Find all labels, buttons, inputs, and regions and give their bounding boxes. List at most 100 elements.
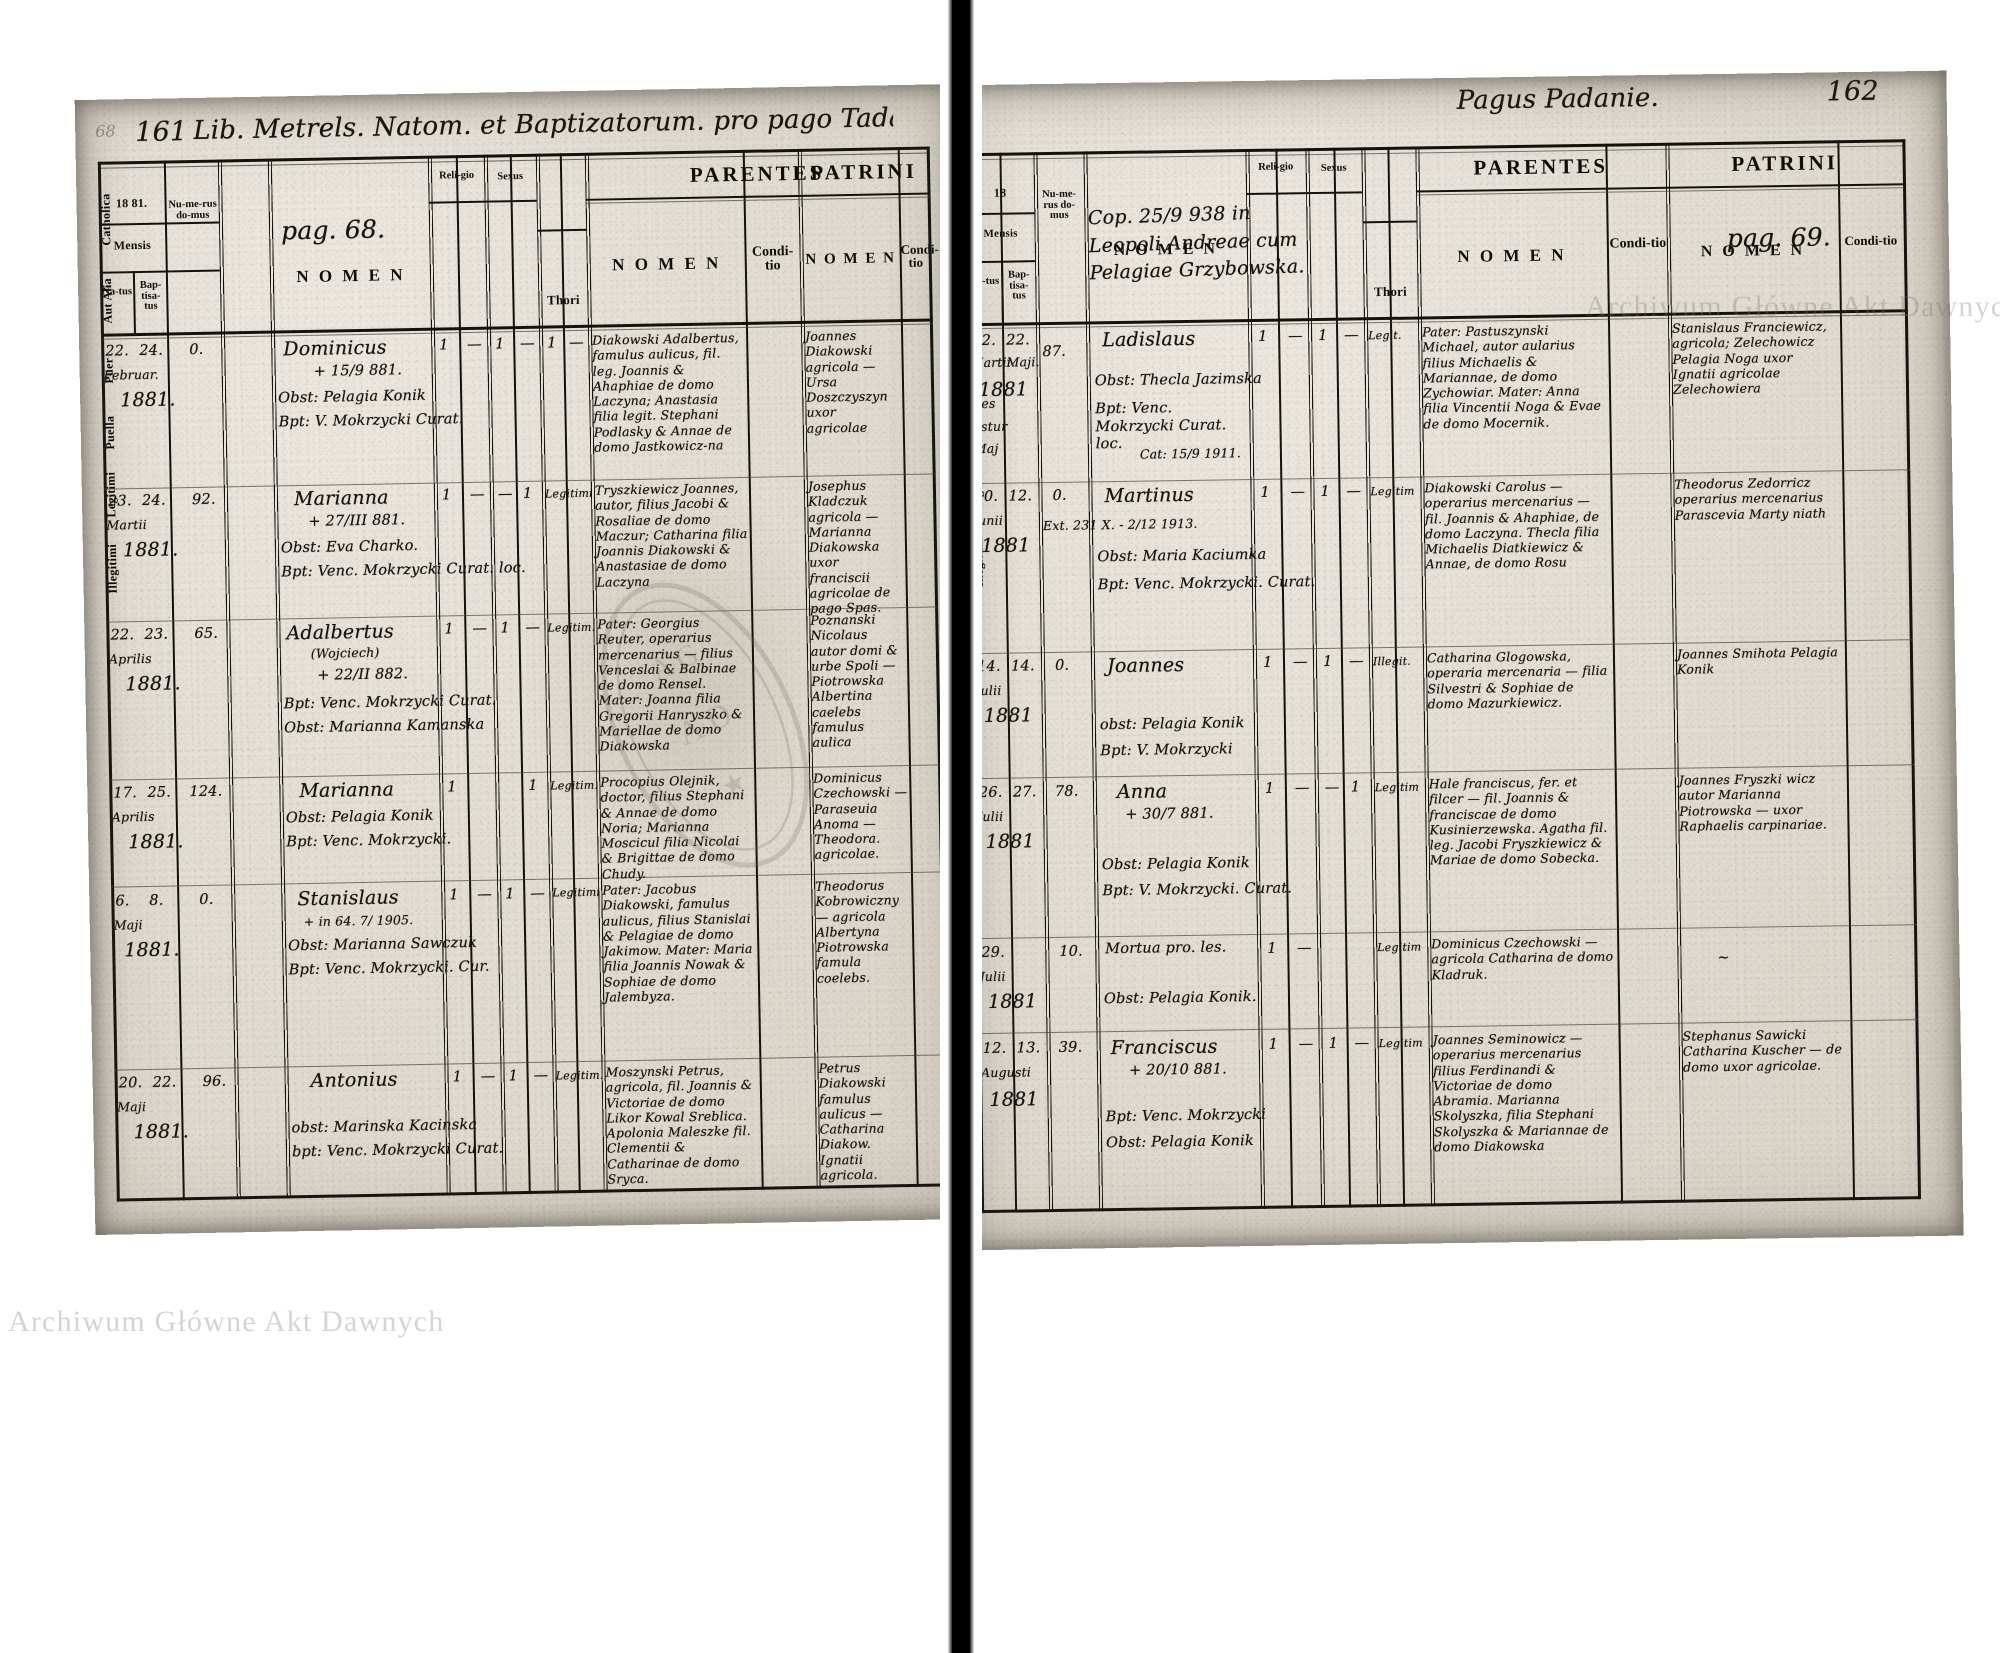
table-row: 29. [981,944,1006,962]
hdr-sexus: Sexus [497,170,524,183]
cell-legitimi: Legitim [1377,940,1422,955]
cell-parentes-nomen: Pater: Pastuszynski Michael, autor aular… [1422,322,1602,431]
cell-nomen: Marianna [293,486,389,511]
cell-patrini-nomen: Theodorus Zedorricz operarius mercenariu… [1674,474,1827,523]
cell-parentes-nomen: Joannes Seminowicz — operarius mercenari… [1432,1030,1609,1155]
cell-annus: 1881. [133,1120,190,1144]
table-row: 22. [110,627,135,644]
cell-note: Cat: 15/9 1911. [1139,445,1242,462]
cell-illegitimi: Illegit. [1372,654,1412,669]
cell-annus: 1881 [987,990,1038,1013]
hdr-parentes-conditio: Condi-tio [1609,235,1667,252]
cell-parentes-nomen: Dominicus Czechowski — agricola Catharin… [1431,933,1614,982]
cell-numerus: 10. [1059,943,1084,960]
hdr-parentes-nomen: N O M E N [612,253,722,275]
cell-baptisatus: 22. [152,1074,177,1091]
cell-aut-alia: — [472,620,488,637]
left-page-number: 161 [134,116,188,149]
cell-baptizans: bpt: Venc. Mokrzycki Curat. [291,1140,504,1161]
cell-aut-alia: — [1292,654,1308,671]
cell-parentes-nomen: Procopius Olejnik, doctor, filius Stepha… [600,772,745,882]
cell-patrini-nomen: Poznanski Nicolaus autor domi & urbe Spo… [810,611,898,750]
hdr-religio: Reli-gio [1258,161,1294,173]
col-sep-nomen [1083,151,1104,1212]
table-row: 22. [105,343,130,360]
cell-baptizans: Bpt: V. Mokrzycki. Curat. [1102,880,1293,900]
cell-puer: 1 [508,1068,519,1085]
cell-aut-alia: — [469,486,485,503]
cell-annus: 1881. [125,672,181,696]
cell-nomen-note: + 20/10 881. [1128,1061,1228,1079]
book-gutter-core [952,0,970,1653]
cell-baptizans: Bpt: Venc. Mokrzycki. Cur. [288,958,490,979]
hdr-patrini-conditio: Condi-tio [900,241,939,271]
cell-nomen-alt: (Wojciech) [310,644,380,661]
cell-annus: 1881. [124,938,180,962]
cell-numerus: 87. [1042,343,1067,361]
cell-nomen: Mortua pro. les. [1105,939,1227,958]
cell-annus: 1881 [983,704,1034,727]
left-page-heading: Lib. Metrels. Natom. et Baptizatorum. pr… [192,103,894,146]
cell-mensis-baptisatus: Maji. [1006,354,1040,370]
cell-nomen: Dominicus [283,336,387,361]
cell-baptizans: Bpt: Venc. Mokrzycki Curat. [283,692,497,713]
cell-legitimi: Legitim. [550,778,599,793]
cell-obstetrix: Obst: Pelagia Konik [1106,1133,1255,1152]
right-nomen-overwrite: Cop. 25/9 938 in Leopoli Andreae cum Pel… [1087,202,1305,285]
cell-patrini-nomen: Joannes Diakowski agricola — Ursa Doszcz… [804,327,888,436]
cell-numerus: 124. [189,783,223,801]
cell-mensis: Februar. [103,366,159,383]
cell-puer: — [1324,779,1340,796]
cell-annus: 1881. [128,830,184,854]
table-row: 23. [107,493,132,510]
hdr-patrini-nomen: N O M E N [805,250,897,268]
col-sep-puer [509,154,531,1195]
cell-baptizans: Bpt: Venc. Mokrzycki. [286,831,452,851]
cell-nomen-note: + 15/9 881. [313,362,403,380]
cell-nomen: Ladislaus [1102,327,1196,352]
col-sep-sexus [483,154,507,1195]
cell-puer: 1 [495,336,505,353]
cell-puella: — [525,619,541,636]
col-sep-religio [427,155,451,1196]
cell-legitimi: Legitim. [555,1068,604,1083]
cell-patrini-nomen: Joannes Smihota Pelagia Konik [1676,644,1839,677]
cell-nomen: Franciscus [1110,1035,1218,1060]
cell-illegitimi: — [569,334,585,352]
cell-obstetrix: Obst: Pelagia Konik [1101,855,1250,874]
cell-mensis: Julii [979,968,1006,985]
cell-parentes-nomen: Pater: Georgius Reuter, operarius mercen… [597,614,743,754]
cell-parentes-nomen: Tryszkiewicz Joannes, autor, filius Jaco… [594,480,748,590]
cell-mensis: Martii [106,516,148,533]
hdr-thori: Thori [546,291,580,308]
cell-legitimi: Legitim [1378,1036,1423,1051]
cell-catholica: 1 [1268,1036,1279,1053]
cell-parentes-nomen: Pater: Jacobus Diakowski, famulus aulicu… [602,880,753,1005]
cell-puella: — [1354,1035,1370,1052]
cell-numerus: 0. [189,341,204,359]
left-page-pencil-mark: 68 [95,121,116,141]
cell-nomen: Stanislaus [297,886,399,911]
cell-nomen-note: + 30/7 881. [1125,805,1214,823]
hdr-patrini: PATRINI [810,158,918,185]
hdr-religio: Reli-gio [439,169,475,182]
cell-baptisatus: 24. [139,342,164,360]
cell-catholica: 1 [1262,654,1273,671]
cell-legitimi: 1 [547,335,557,352]
table-row: 26. [978,784,1003,802]
cell-patrini-nomen: Stanislaus Franciewicz, agricola; Zelech… [1671,318,1827,397]
cell-puella: — [1346,483,1362,500]
cell-annus: 1881 [985,830,1035,853]
cell-baptisatus: 22. [1006,332,1030,349]
cell-aut-alia: — [467,336,483,354]
hdr-patrini: PATRINI [1731,150,1839,176]
cell-annus: 1881 [981,534,1031,558]
table-border-right [1902,139,1922,1200]
cell-catholica: 1 [449,887,459,904]
cell-puella: — [1344,327,1359,344]
cell-legitimi: Legitim. [547,620,596,635]
cell-parentes-nomen: Hale franciscus, fer. et filcer — fil. J… [1428,774,1608,868]
cell-obstetrix: Obst: Thecla Jazimska [1094,370,1263,390]
